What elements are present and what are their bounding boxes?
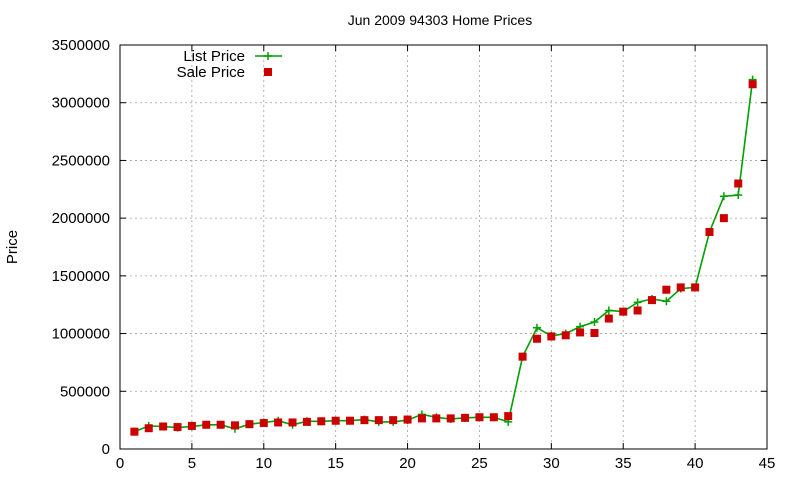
- x-tick-label: 10: [255, 455, 272, 472]
- y-tick-label: 3000000: [52, 95, 110, 112]
- data-point: [504, 412, 513, 421]
- data-point: [403, 415, 412, 424]
- data-point: [446, 414, 455, 423]
- axis-ticks: 0 5 10 15 20 25 30 35 40 45 0 500000 1000000 1500000 2…: [52, 37, 776, 472]
- x-tick-label: 20: [399, 455, 416, 472]
- data-point: [604, 314, 613, 323]
- data-point: [144, 424, 153, 433]
- data-point: [374, 416, 383, 425]
- series-list-price: [130, 75, 757, 436]
- data-point: [245, 420, 254, 429]
- data-point: [719, 192, 728, 201]
- data-point: [417, 414, 426, 423]
- data-point: [734, 179, 743, 188]
- data-point: [173, 423, 182, 432]
- data-point: [662, 297, 671, 306]
- plot-area: [130, 75, 757, 436]
- x-tick-label: 15: [327, 455, 344, 472]
- data-point: [216, 420, 225, 429]
- data-point: [274, 418, 283, 427]
- x-tick-label: 5: [188, 455, 196, 472]
- data-point: [719, 214, 728, 223]
- data-point: [130, 427, 139, 436]
- data-point: [346, 416, 355, 425]
- data-point: [662, 285, 671, 294]
- plot-frame: [119, 44, 768, 450]
- data-point: [561, 331, 570, 340]
- x-tick-label: 40: [687, 455, 704, 472]
- data-point: [676, 283, 685, 292]
- data-point: [187, 421, 196, 430]
- data-point: [288, 418, 297, 427]
- chart-title: Jun 2009 94303 Home Prices: [348, 12, 532, 28]
- y-axis-label: Price: [4, 230, 21, 264]
- data-point: [691, 283, 700, 292]
- data-point: [317, 417, 326, 426]
- x-tick-label: 30: [543, 455, 560, 472]
- data-point: [302, 417, 311, 426]
- y-tick-label: 2000000: [52, 210, 110, 227]
- x-tick-label: 35: [615, 455, 632, 472]
- data-point: [748, 80, 757, 89]
- grid-lines: [120, 45, 767, 449]
- y-tick-label: 500000: [60, 383, 110, 400]
- data-point: [547, 332, 556, 341]
- series-sale-price: [130, 80, 757, 436]
- series-line: [134, 79, 754, 433]
- data-point: [461, 413, 470, 422]
- data-point: [518, 352, 527, 361]
- data-point: [489, 413, 498, 422]
- data-point: [532, 323, 541, 332]
- data-point: [389, 416, 398, 425]
- data-point: [705, 227, 714, 236]
- x-tick-label: 25: [471, 455, 488, 472]
- y-tick-label: 1500000: [52, 268, 110, 285]
- data-point: [475, 413, 484, 422]
- data-point: [331, 416, 340, 425]
- data-point: [432, 414, 441, 423]
- data-point: [159, 422, 168, 431]
- data-point: [647, 296, 656, 305]
- data-point: [734, 191, 743, 200]
- data-point: [259, 419, 268, 428]
- y-tick-label: 3500000: [52, 37, 110, 54]
- legend-label: List Price: [183, 48, 245, 65]
- data-point: [202, 420, 211, 429]
- x-tick-label: 45: [759, 455, 776, 472]
- y-tick-label: 0: [102, 441, 110, 458]
- data-point: [231, 421, 240, 430]
- data-point: [576, 328, 585, 337]
- y-tick-label: 2500000: [52, 152, 110, 169]
- data-point: [633, 306, 642, 315]
- data-point: [360, 416, 369, 425]
- legend-swatch-marker: [264, 68, 272, 76]
- legend-swatch-marker: [264, 52, 272, 60]
- data-point: [619, 307, 628, 316]
- y-tick-label: 1000000: [52, 326, 110, 343]
- data-point: [590, 318, 599, 327]
- x-tick-label: 0: [116, 455, 124, 472]
- legend-label: Sale Price: [177, 64, 245, 81]
- data-point: [604, 306, 613, 315]
- data-point: [532, 334, 541, 343]
- data-point: [590, 328, 599, 337]
- data-point: [633, 298, 642, 307]
